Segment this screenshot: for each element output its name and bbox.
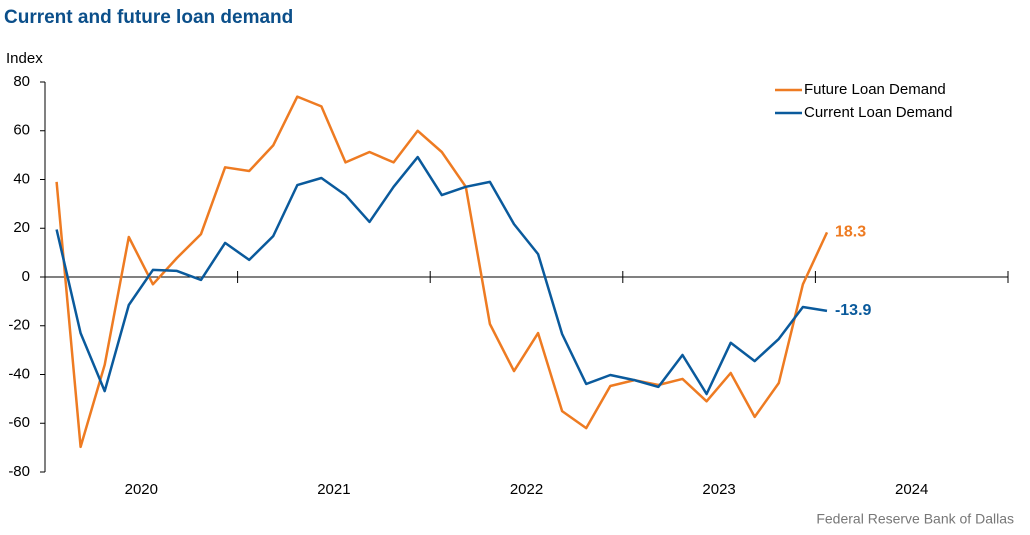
x-tick-label: 2020: [125, 481, 158, 498]
x-tick-label: 2021: [317, 481, 350, 498]
y-tick-label: -40: [8, 365, 30, 382]
x-tick-label: 2022: [510, 481, 543, 498]
y-tick-label: -60: [8, 414, 30, 431]
y-tick-label: 20: [13, 219, 30, 236]
legend-label: Current Loan Demand: [804, 104, 952, 121]
y-tick-label: 60: [13, 122, 30, 139]
y-tick-label: 0: [22, 268, 30, 285]
end-label: -13.9: [835, 302, 872, 319]
source: Federal Reserve Bank of Dallas: [816, 511, 1014, 527]
y-axis-label: Index: [6, 50, 43, 67]
x-tick-label: 2023: [702, 481, 735, 498]
y-tick-label: 80: [13, 73, 30, 90]
series-line: [55, 95, 829, 449]
y-tick-label: -20: [8, 317, 30, 334]
y-tick-label: 40: [13, 170, 30, 187]
x-tick-label: 2024: [895, 481, 928, 498]
y-tick-label: -80: [8, 463, 30, 480]
legend-label: Future Loan Demand: [804, 81, 946, 98]
series-line: [55, 155, 828, 396]
end-label: 18.3: [835, 224, 866, 241]
chart-title: Current and future loan demand: [4, 7, 293, 28]
